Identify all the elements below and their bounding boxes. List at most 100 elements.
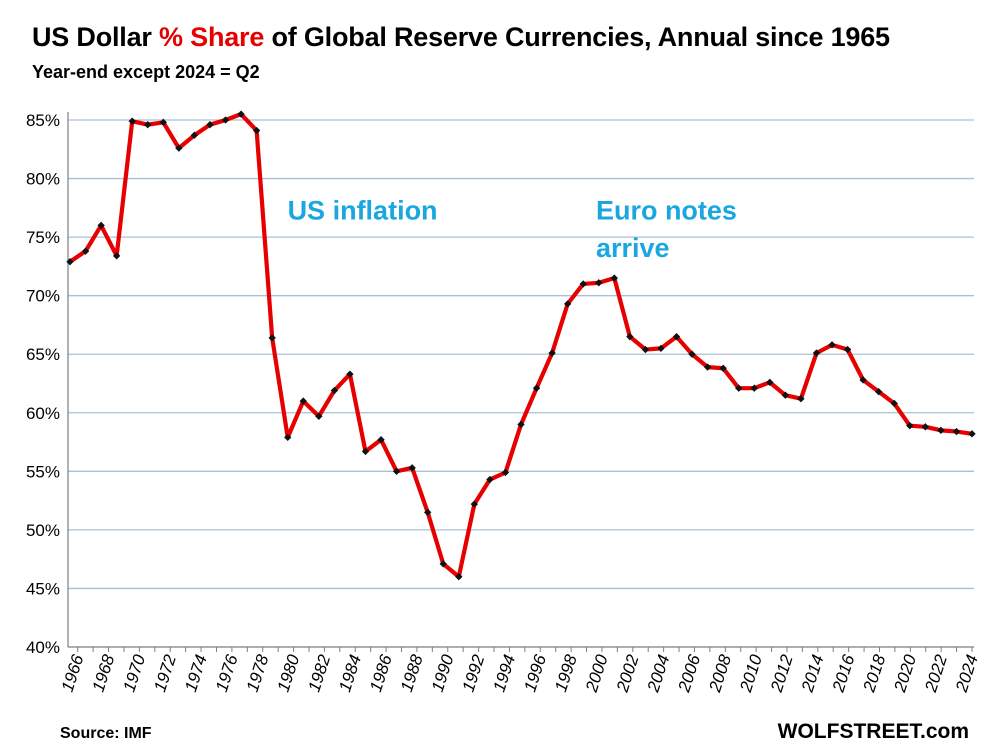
data-point bbox=[952, 427, 961, 436]
y-tick-label: 75% bbox=[26, 228, 60, 247]
x-tick-label: 1976 bbox=[212, 652, 242, 694]
data-point bbox=[672, 332, 681, 341]
annotation-label: Euro notes bbox=[596, 196, 737, 226]
x-tick-label: 2012 bbox=[767, 652, 797, 695]
data-point bbox=[470, 500, 479, 508]
data-point bbox=[921, 423, 930, 431]
y-tick-label: 40% bbox=[26, 638, 60, 657]
data-point bbox=[517, 420, 525, 429]
data-point bbox=[455, 573, 463, 581]
x-tick-label: 1990 bbox=[428, 652, 458, 694]
y-axis: 40% 45% 50% 55% 60% 65% 70% 75% 80% 85% bbox=[26, 111, 69, 657]
title-highlight: % Share bbox=[159, 22, 265, 52]
series-line-us-dollar-share bbox=[68, 112, 973, 579]
x-tick-label: 2000 bbox=[582, 652, 612, 695]
data-point bbox=[906, 421, 914, 430]
x-tick-label: 2022 bbox=[921, 652, 951, 695]
data-point bbox=[66, 258, 74, 266]
x-tick-label: 1998 bbox=[551, 652, 581, 694]
brand-label: WOLFSTREET.com bbox=[777, 720, 969, 743]
data-point bbox=[890, 399, 898, 408]
data-point bbox=[812, 349, 821, 357]
x-tick-label: 1974 bbox=[181, 652, 211, 694]
data-point bbox=[284, 433, 292, 442]
data-point bbox=[361, 447, 370, 456]
data-point bbox=[424, 508, 432, 516]
annotation-label: US inflation bbox=[288, 196, 438, 226]
x-tick-label: 1988 bbox=[397, 652, 427, 694]
x-tick-label: 1986 bbox=[366, 652, 396, 694]
y-tick-label: 45% bbox=[26, 579, 60, 598]
chart-subtitle: Year-end except 2024 = Q2 bbox=[32, 62, 260, 82]
data-point bbox=[875, 388, 883, 396]
x-tick-label: 1982 bbox=[304, 652, 334, 694]
data-point bbox=[766, 378, 774, 387]
data-point bbox=[159, 118, 167, 127]
data-point bbox=[859, 376, 867, 384]
data-point bbox=[968, 430, 976, 438]
x-tick-label: 1968 bbox=[89, 652, 119, 694]
data-point bbox=[377, 436, 385, 444]
annotations: US inflation Euro notes arrive bbox=[288, 196, 737, 263]
data-point bbox=[237, 110, 245, 118]
x-tick-label: 1994 bbox=[489, 652, 519, 694]
data-point bbox=[439, 560, 447, 568]
data-point bbox=[797, 395, 805, 403]
gridlines bbox=[68, 119, 974, 590]
data-point bbox=[532, 384, 541, 392]
data-point bbox=[128, 117, 136, 125]
x-tick-label: 2016 bbox=[828, 652, 858, 695]
data-point bbox=[750, 384, 758, 392]
y-tick-label: 60% bbox=[26, 404, 60, 423]
x-tick-label: 2010 bbox=[736, 652, 766, 695]
data-point bbox=[843, 345, 852, 354]
x-tick-label: 1970 bbox=[119, 652, 149, 694]
data-point bbox=[828, 341, 836, 349]
data-point bbox=[221, 116, 230, 124]
chart-title: US Dollar % Share of Global Reserve Curr… bbox=[32, 22, 890, 53]
x-tick-label: 1992 bbox=[459, 652, 489, 694]
data-point bbox=[408, 464, 416, 472]
x-axis: 1966 1968 1970 1972 1974 1976 1978 1980 1982 1984… bbox=[58, 646, 982, 695]
data-point bbox=[501, 468, 510, 477]
data-point bbox=[252, 126, 261, 135]
data-point bbox=[563, 300, 572, 308]
data-point bbox=[144, 121, 152, 129]
data-point bbox=[641, 345, 650, 354]
data-point bbox=[175, 144, 183, 152]
data-point bbox=[330, 386, 339, 395]
data-point bbox=[703, 363, 712, 371]
y-tick-label: 80% bbox=[26, 170, 60, 189]
data-point bbox=[626, 332, 634, 341]
data-point bbox=[486, 475, 494, 484]
x-tick-label: 2004 bbox=[643, 652, 673, 695]
x-tick-label: 1978 bbox=[243, 652, 273, 694]
data-point bbox=[392, 467, 401, 476]
x-tick-label: 2024 bbox=[952, 652, 982, 695]
plot-area bbox=[66, 110, 976, 581]
data-point bbox=[781, 391, 790, 399]
title-prefix: US Dollar bbox=[32, 22, 160, 52]
data-point bbox=[346, 370, 354, 378]
data-point bbox=[735, 384, 743, 392]
data-point bbox=[548, 349, 556, 357]
x-tick-label: 1966 bbox=[58, 652, 88, 694]
data-point bbox=[97, 221, 105, 230]
y-tick-label: 70% bbox=[26, 287, 60, 306]
x-tick-label: 2014 bbox=[798, 652, 828, 695]
x-tick-label: 2002 bbox=[613, 652, 643, 695]
data-point bbox=[579, 280, 587, 288]
x-tick-label: 1980 bbox=[274, 652, 304, 694]
title-suffix: of Global Reserve Currencies, Annual sin… bbox=[264, 22, 890, 52]
source-note: Source: IMF bbox=[60, 725, 152, 742]
data-point bbox=[315, 412, 323, 420]
data-point bbox=[937, 426, 945, 435]
data-point bbox=[610, 274, 618, 282]
y-tick-label: 65% bbox=[26, 345, 60, 364]
data-point bbox=[299, 397, 307, 405]
data-point bbox=[595, 279, 603, 287]
x-tick-label: 2018 bbox=[859, 652, 889, 695]
data-point bbox=[190, 131, 199, 139]
data-point bbox=[268, 334, 276, 342]
x-tick-label: 1984 bbox=[335, 652, 365, 694]
